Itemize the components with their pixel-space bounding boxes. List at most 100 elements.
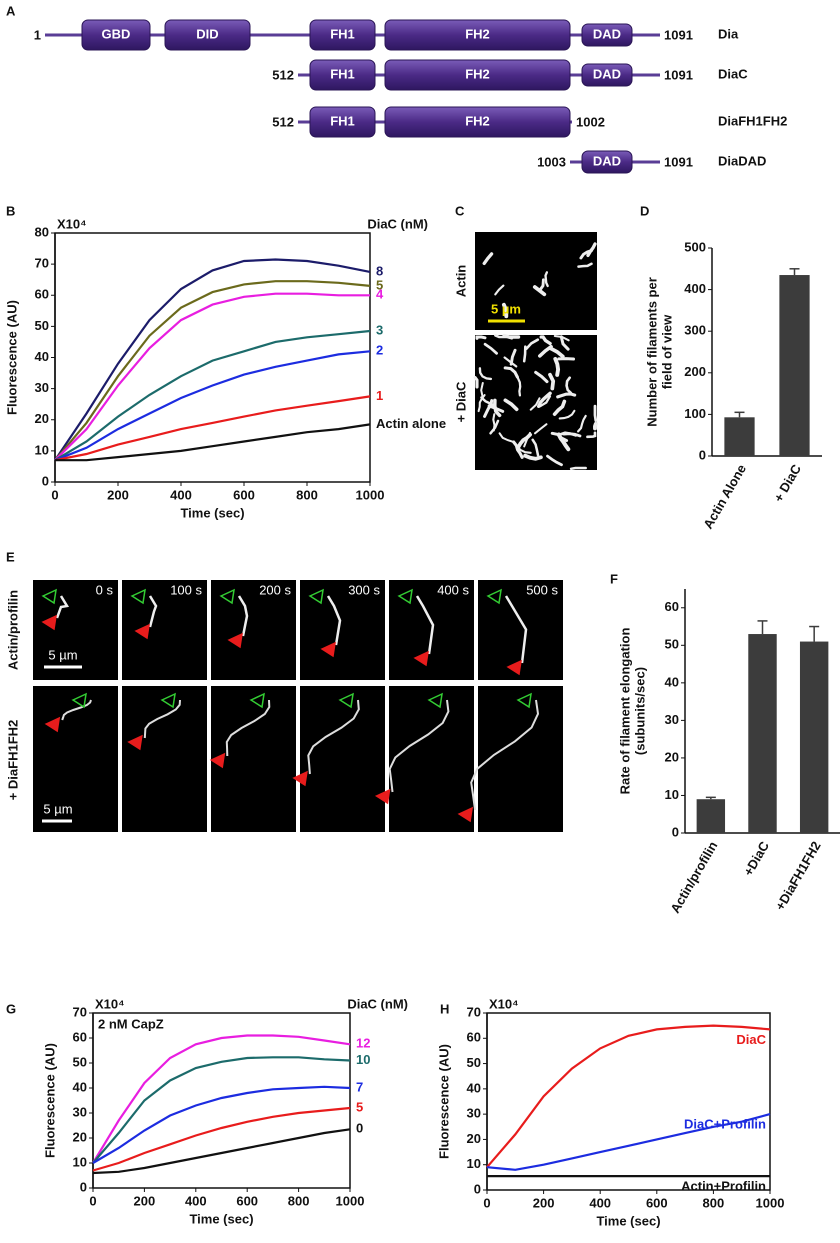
row-label: Actin (453, 265, 468, 298)
residue-end: 1091 (664, 154, 693, 169)
line-series (92, 1034, 351, 1164)
series-label: Actin alone (376, 416, 446, 431)
multiplier: X10⁴ (95, 996, 125, 1011)
x-tick-label: 0 (51, 487, 58, 502)
line-series (54, 292, 370, 461)
panel-letter: E (6, 549, 15, 564)
filament (593, 421, 598, 431)
series-label: DiaC+Profilin (684, 1117, 766, 1132)
y-tick-label: 300 (684, 323, 706, 338)
green-arrowhead (516, 692, 532, 709)
green-arrowhead (249, 692, 265, 709)
filament (55, 595, 70, 619)
line-series (486, 1024, 771, 1168)
construct-name: DiaC (718, 66, 748, 81)
line-series (54, 395, 371, 462)
filament (544, 271, 549, 288)
filament (537, 391, 552, 408)
filament (470, 699, 540, 811)
x-tick-label: 800 (703, 1195, 725, 1210)
residue-start: 1003 (537, 154, 566, 169)
y-tick-label: 0 (672, 824, 679, 839)
filament (550, 431, 569, 443)
line-series (486, 1113, 771, 1171)
series-label: 5 (376, 277, 383, 292)
red-arrowhead (134, 623, 150, 640)
residue-start: 1 (34, 27, 41, 42)
filament (61, 699, 92, 721)
x-axis-label: Time (sec) (180, 505, 244, 520)
x-tick-label: +DiaC (740, 838, 772, 878)
domain-label: FH2 (465, 113, 490, 128)
filament (559, 335, 570, 351)
red-arrowhead (292, 770, 308, 787)
filament (502, 333, 521, 339)
series-label: DiaC (736, 1032, 766, 1047)
filament (531, 438, 540, 457)
time-label: 0 s (96, 582, 114, 597)
residue-start: 512 (272, 67, 294, 82)
filament (489, 419, 500, 435)
filament (548, 372, 556, 391)
x-tick-label: 400 (589, 1195, 611, 1210)
filament (415, 595, 435, 655)
domain-box (164, 19, 251, 51)
y-tick-label: 30 (467, 1106, 481, 1121)
filament (503, 398, 519, 412)
y-tick-label: 0 (42, 473, 49, 488)
series-label: 8 (376, 263, 383, 278)
filament (565, 376, 573, 395)
filament (577, 414, 587, 433)
y-tick-label: 70 (73, 1004, 87, 1019)
line-series (92, 1128, 351, 1175)
domain-box (81, 19, 151, 51)
y-tick-label: 40 (35, 349, 49, 364)
residue-end: 1002 (576, 114, 605, 129)
filament (480, 396, 497, 408)
domain-box (384, 59, 571, 91)
filament (475, 335, 487, 340)
filament (586, 431, 597, 439)
line-series (54, 350, 371, 462)
y-tick-label: 60 (467, 1030, 481, 1045)
y-tick-label: 0 (80, 1179, 87, 1194)
x-tick-label: Actin/profilin (667, 839, 720, 916)
y-tick-label: 40 (73, 1079, 87, 1094)
filament (522, 345, 527, 363)
y-tick-label: 0 (699, 447, 706, 462)
line-series (92, 1056, 351, 1164)
x-tick-label: 1000 (756, 1195, 785, 1210)
filament (326, 595, 342, 646)
y-tick-label: 100 (684, 406, 706, 421)
x-tick-label: 0 (89, 1193, 96, 1208)
series-label: 2 (376, 343, 383, 358)
series-label: 5 (356, 1099, 363, 1114)
domain-box (309, 106, 376, 138)
micrograph (122, 686, 207, 832)
y-tick-label: 20 (665, 749, 679, 764)
domain-label: FH2 (465, 26, 490, 41)
y-tick-label: 30 (35, 380, 49, 395)
micrograph (211, 580, 296, 680)
x-tick-label: +DiaFH1FH2 (772, 839, 823, 913)
filament (501, 302, 509, 319)
time-label: 100 s (170, 582, 202, 597)
time-label: 500 s (526, 582, 558, 597)
y-tick-label: 50 (467, 1055, 481, 1070)
y-tick-label: 60 (665, 599, 679, 614)
filament (516, 377, 522, 397)
filament (503, 356, 518, 368)
domain-box (384, 106, 571, 138)
micrograph (33, 686, 118, 832)
y-tick-label: 10 (35, 442, 49, 457)
filament (569, 466, 587, 471)
green-arrowhead (130, 588, 146, 605)
x-tick-label: + DiaC (771, 461, 805, 504)
bar (799, 641, 829, 833)
green-arrowhead (71, 692, 87, 709)
filament (593, 404, 598, 423)
series-label: 0 (356, 1121, 363, 1136)
y-tick-label: 50 (35, 318, 49, 333)
y-tick-label: 50 (665, 637, 679, 652)
